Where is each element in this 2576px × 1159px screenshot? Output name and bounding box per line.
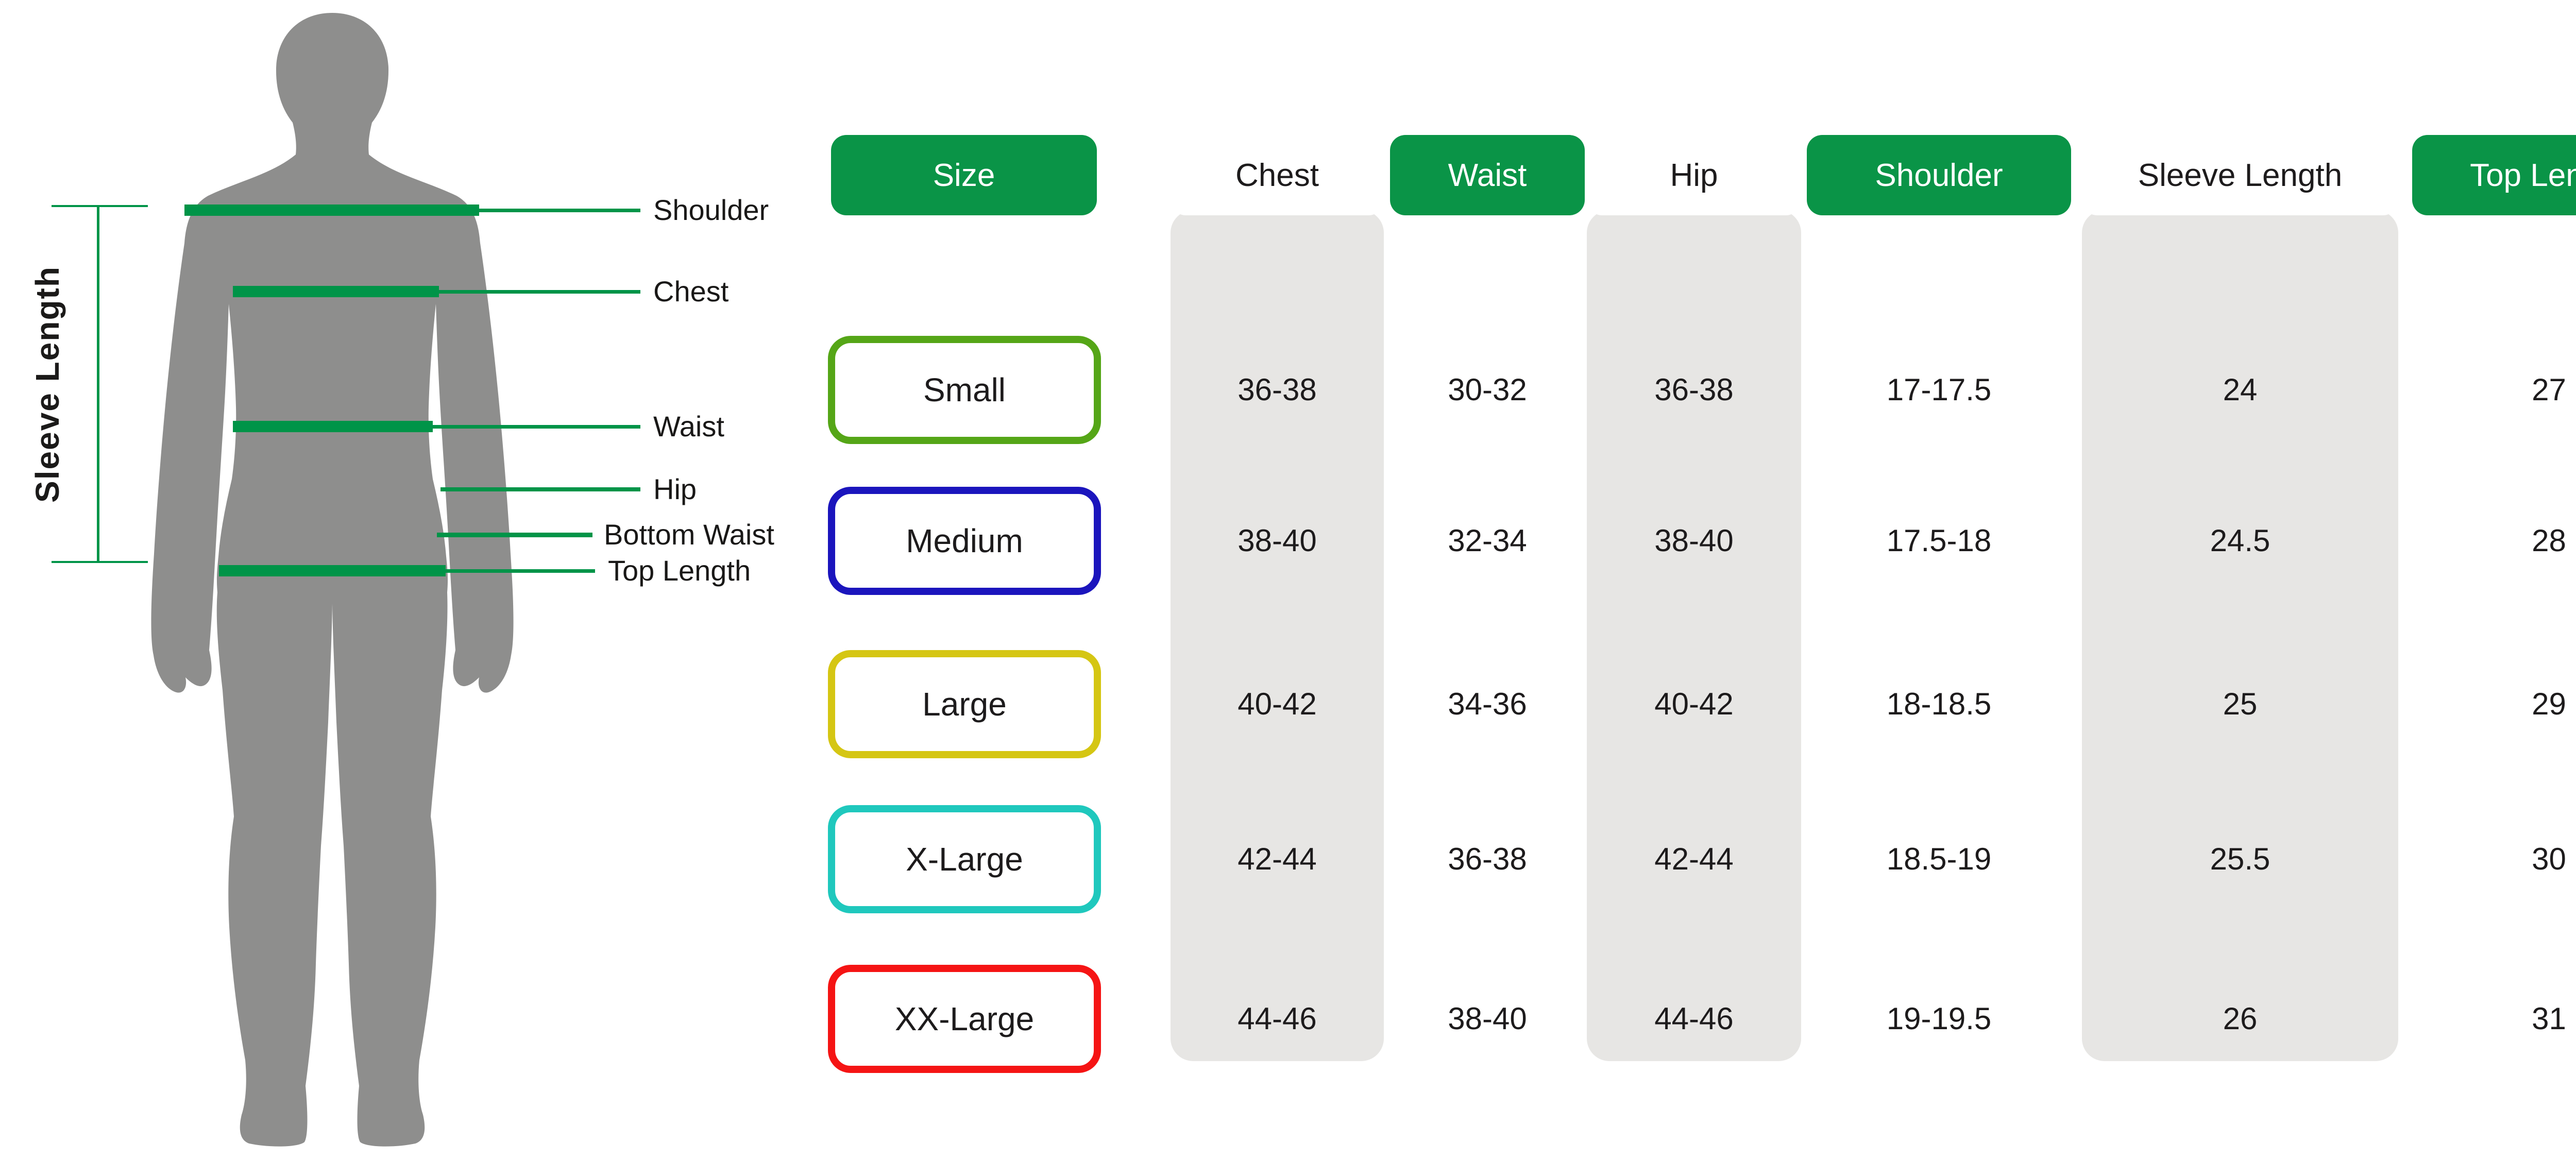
- size-box-small: Small: [828, 336, 1101, 444]
- size-box-large: Large: [828, 650, 1101, 758]
- cell-x-large-top-length: 30: [2532, 842, 2566, 876]
- label-shoulder: Shoulder: [653, 194, 769, 226]
- waist-line-thick: [233, 421, 433, 432]
- cell-xx-large-sleeve-length: 26: [2223, 1001, 2258, 1036]
- cell-large-sleeve-length: 25: [2223, 687, 2258, 721]
- shoulder-line-thick: [184, 204, 479, 216]
- cell-x-large-chest: 42-44: [1238, 842, 1317, 876]
- header-waist: Waist: [1390, 135, 1585, 215]
- hip-line: [440, 487, 640, 491]
- cell-x-large-hip: 42-44: [1654, 842, 1734, 876]
- label-top-length: Top Length: [608, 554, 751, 587]
- cell-xx-large-shoulder: 19-19.5: [1886, 1001, 1992, 1036]
- header-sleeve-length: Sleeve Length: [2082, 135, 2398, 215]
- label-chest: Chest: [653, 275, 729, 308]
- sleeve-length-measure-line: [97, 206, 99, 563]
- cell-large-shoulder: 18-18.5: [1886, 687, 1992, 721]
- cell-x-large-sleeve-length: 25.5: [2210, 842, 2270, 876]
- cell-medium-hip: 38-40: [1654, 523, 1734, 558]
- cell-xx-large-top-length: 31: [2532, 1001, 2566, 1036]
- cell-large-hip: 40-42: [1654, 687, 1734, 721]
- waist-line-thin: [433, 425, 640, 429]
- cell-small-waist: 30-32: [1448, 372, 1527, 407]
- label-waist: Waist: [653, 410, 724, 442]
- cell-x-large-shoulder: 18.5-19: [1886, 842, 1992, 876]
- cell-large-waist: 34-36: [1448, 687, 1527, 721]
- sleeve-length-bottom-tick: [52, 561, 148, 563]
- cell-small-hip: 36-38: [1654, 372, 1734, 407]
- cell-small-shoulder: 17-17.5: [1886, 372, 1992, 407]
- chest-line-thick: [233, 286, 439, 297]
- top-length-line-thin: [446, 569, 595, 573]
- label-hip: Hip: [653, 473, 697, 505]
- cell-medium-chest: 38-40: [1238, 523, 1317, 558]
- header-hip: Hip: [1587, 135, 1801, 215]
- cell-medium-top-length: 28: [2532, 523, 2566, 558]
- header-top-length: Top Length: [2412, 135, 2576, 215]
- column-bg-sleeve-length: [2082, 210, 2398, 1061]
- cell-xx-large-chest: 44-46: [1238, 1001, 1317, 1036]
- top-length-line-thick: [219, 565, 446, 576]
- bottom-waist-line: [437, 533, 592, 537]
- cell-large-top-length: 29: [2532, 687, 2566, 721]
- column-bg-chest: [1171, 210, 1384, 1061]
- cell-large-chest: 40-42: [1238, 687, 1317, 721]
- sleeve-length-label: Sleeve Length: [29, 266, 66, 503]
- label-bottom-waist: Bottom Waist: [604, 518, 774, 551]
- cell-small-sleeve-length: 24: [2223, 372, 2258, 407]
- cell-xx-large-waist: 38-40: [1448, 1001, 1527, 1036]
- cell-x-large-waist: 36-38: [1448, 842, 1527, 876]
- cell-medium-waist: 32-34: [1448, 523, 1527, 558]
- sleeve-length-top-tick: [52, 205, 148, 207]
- chest-line-thin: [439, 290, 640, 294]
- size-box-xx-large: XX-Large: [828, 965, 1101, 1073]
- size-box-x-large: X-Large: [828, 805, 1101, 913]
- column-bg-hip: [1587, 210, 1801, 1061]
- cell-medium-shoulder: 17.5-18: [1886, 523, 1992, 558]
- cell-small-chest: 36-38: [1238, 372, 1317, 407]
- shoulder-line-thin: [479, 209, 640, 212]
- cell-xx-large-hip: 44-46: [1654, 1001, 1734, 1036]
- header-size: Size: [831, 135, 1097, 215]
- size-box-medium: Medium: [828, 487, 1101, 595]
- cell-small-top-length: 27: [2532, 372, 2566, 407]
- cell-medium-sleeve-length: 24.5: [2210, 523, 2270, 558]
- header-shoulder: Shoulder: [1807, 135, 2071, 215]
- header-chest: Chest: [1171, 135, 1384, 215]
